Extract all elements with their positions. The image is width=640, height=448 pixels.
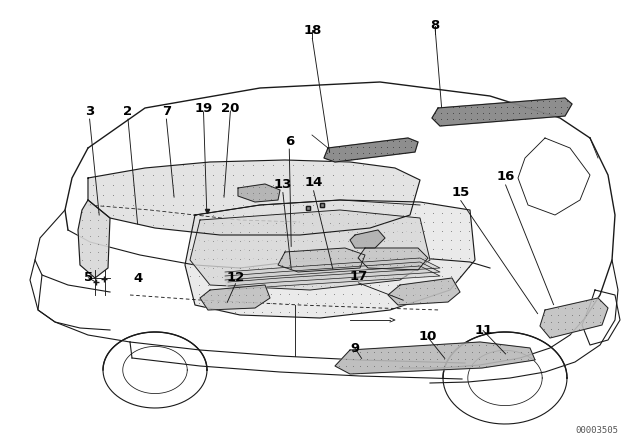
Polygon shape	[238, 184, 280, 202]
Text: 00003505: 00003505	[575, 426, 618, 435]
Text: 10: 10	[419, 330, 436, 344]
Polygon shape	[278, 248, 365, 272]
Text: 12: 12	[227, 271, 244, 284]
Text: 16: 16	[497, 170, 515, 184]
Polygon shape	[388, 278, 460, 305]
Text: 13: 13	[274, 178, 292, 191]
Text: 4: 4	[133, 272, 142, 285]
Text: 18: 18	[303, 24, 321, 37]
Text: 20: 20	[221, 102, 239, 115]
Polygon shape	[225, 258, 440, 282]
Polygon shape	[432, 98, 572, 126]
Text: 7: 7	[162, 104, 171, 118]
Polygon shape	[358, 248, 428, 270]
Polygon shape	[335, 342, 535, 374]
Polygon shape	[88, 160, 420, 235]
Text: 6: 6	[285, 134, 294, 148]
Polygon shape	[540, 298, 608, 338]
Polygon shape	[200, 285, 270, 310]
Text: 11: 11	[474, 324, 492, 337]
Polygon shape	[78, 200, 110, 278]
Polygon shape	[225, 262, 440, 286]
Polygon shape	[225, 266, 440, 290]
Text: 14: 14	[305, 176, 323, 190]
Text: 15: 15	[452, 186, 470, 199]
Polygon shape	[190, 210, 430, 290]
Text: 17: 17	[349, 270, 367, 284]
Text: 9: 9	[351, 342, 360, 355]
Text: 8: 8	[431, 19, 440, 33]
Text: 3: 3	[85, 104, 94, 118]
Text: 2: 2	[124, 104, 132, 118]
Text: 5: 5	[84, 271, 93, 284]
Polygon shape	[350, 230, 385, 248]
Text: 19: 19	[195, 102, 212, 115]
Polygon shape	[185, 200, 475, 318]
Polygon shape	[324, 138, 418, 162]
